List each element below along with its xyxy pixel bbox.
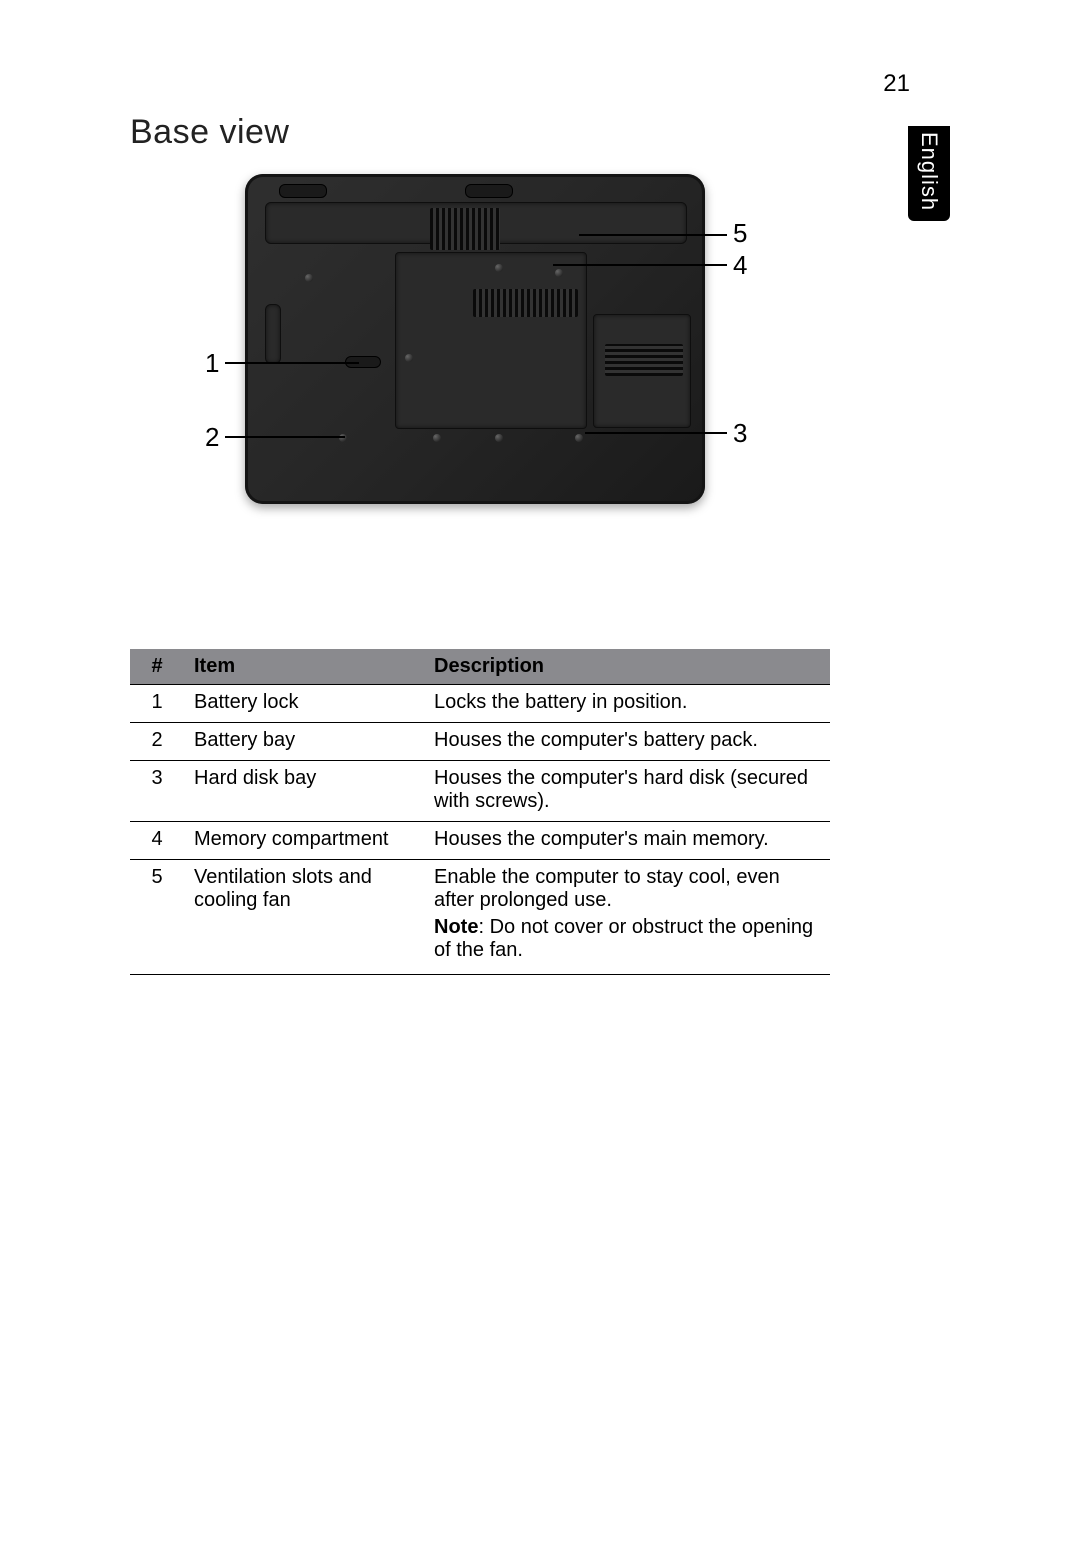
screw-icon	[433, 434, 441, 442]
screw-icon	[495, 264, 503, 272]
leader-line	[579, 234, 727, 236]
callout-label-3: 3	[733, 418, 747, 449]
vent-icon	[605, 344, 683, 376]
cell-item: Battery bay	[184, 723, 424, 761]
cell-desc: Houses the computer's hard disk (secured…	[424, 761, 830, 822]
vent-icon	[430, 208, 500, 250]
note-prefix: Note	[434, 916, 478, 938]
slot-icon	[265, 304, 281, 364]
cell-desc: Houses the computer's battery pack.	[424, 723, 830, 761]
callout-label-1: 1	[205, 348, 219, 379]
col-header-item: Item	[184, 649, 424, 685]
leader-line	[225, 436, 345, 438]
latch-icon	[465, 184, 513, 198]
cell-desc: Enable the computer to stay cool, even a…	[424, 860, 830, 975]
table-row: 3 Hard disk bay Houses the computer's ha…	[130, 761, 830, 822]
screw-icon	[405, 354, 413, 362]
leader-line	[585, 432, 727, 434]
laptop-base-illustration	[245, 174, 705, 504]
vent-icon	[473, 289, 578, 317]
desc-line: Enable the computer to stay cool, even a…	[434, 866, 820, 912]
cell-item: Battery lock	[184, 685, 424, 723]
callout-label-4: 4	[733, 250, 747, 281]
table-row: 2 Battery bay Houses the computer's batt…	[130, 723, 830, 761]
latch-icon	[279, 184, 327, 198]
callout-label-5: 5	[733, 218, 747, 249]
parts-table: # Item Description 1 Battery lock Locks …	[130, 649, 830, 975]
manual-page: 21 English Base view	[0, 0, 1080, 1549]
cell-desc: Houses the computer's main memory.	[424, 822, 830, 860]
col-header-desc: Description	[424, 649, 830, 685]
screw-icon	[305, 274, 313, 282]
leader-line	[225, 362, 359, 364]
memory-panel	[395, 252, 587, 429]
cell-num: 4	[130, 822, 184, 860]
col-header-num: #	[130, 649, 184, 685]
table-row: 5 Ventilation slots and cooling fan Enab…	[130, 860, 830, 975]
screw-icon	[495, 434, 503, 442]
cell-desc: Locks the battery in position.	[424, 685, 830, 723]
cell-num: 3	[130, 761, 184, 822]
cell-item: Ventilation slots and cooling fan	[184, 860, 424, 975]
page-number: 21	[883, 70, 910, 98]
table-row: 1 Battery lock Locks the battery in posi…	[130, 685, 830, 723]
leader-line	[553, 264, 727, 266]
screw-icon	[555, 269, 563, 277]
cell-num: 1	[130, 685, 184, 723]
callout-label-2: 2	[205, 422, 219, 453]
screw-icon	[575, 434, 583, 442]
table-header-row: # Item Description	[130, 649, 830, 685]
cell-num: 5	[130, 860, 184, 975]
note-text: : Do not cover or obstruct the opening o…	[434, 916, 813, 961]
desc-note: Note: Do not cover or obstruct the openi…	[434, 916, 820, 962]
cell-num: 2	[130, 723, 184, 761]
language-tab: English	[908, 126, 950, 221]
section-heading: Base view	[130, 113, 990, 152]
cell-item: Memory compartment	[184, 822, 424, 860]
base-view-figure: 5 4 3 1 2	[185, 174, 805, 554]
table-row: 4 Memory compartment Houses the computer…	[130, 822, 830, 860]
cell-item: Hard disk bay	[184, 761, 424, 822]
